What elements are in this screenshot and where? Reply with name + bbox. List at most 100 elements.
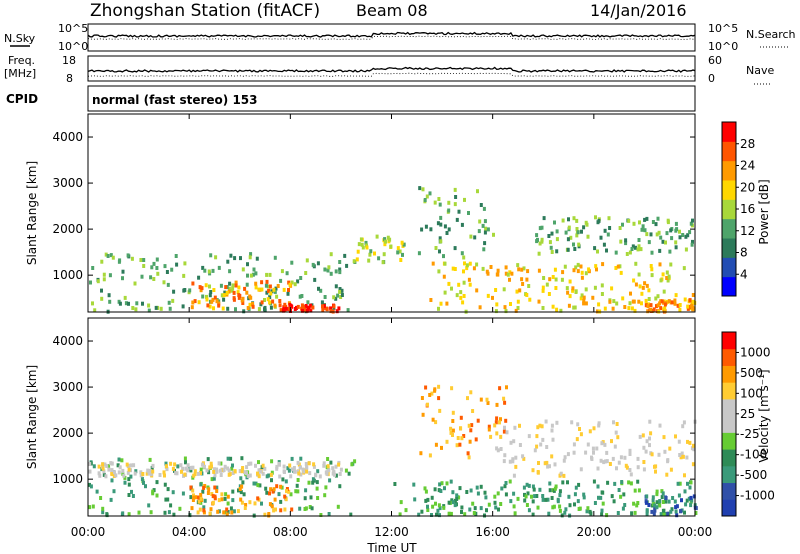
heatmap-cell [338,267,342,272]
heatmap-cell [117,470,121,475]
heatmap-cell [388,237,392,242]
heatmap-cell [650,509,654,514]
heatmap-cell [232,296,236,301]
heatmap-cell [462,434,466,438]
heatmap-cell [467,455,471,460]
heatmap-cell [460,251,464,256]
heatmap-cell [166,487,170,492]
y-tick-label: 3000 [52,380,83,394]
heatmap-cell [506,272,510,277]
heatmap-cell [646,304,650,309]
heatmap-cell [237,488,240,493]
heatmap-cell [428,393,432,397]
heatmap-cell [399,500,403,505]
heatmap-cell [393,482,397,486]
heatmap-cell [671,496,675,500]
heatmap-cell [629,481,633,486]
heatmap-cell [168,306,172,311]
heatmap-cell [538,423,542,428]
heatmap-cell [287,280,291,285]
colorbar-tick-label: 16 [740,202,755,216]
heatmap-cell [439,215,443,220]
heatmap-cell [338,472,342,476]
heatmap-cell [127,482,131,487]
heatmap-cell [434,442,438,447]
heatmap-cell [200,462,204,467]
heatmap-cell [545,282,549,287]
heatmap-cell [345,263,349,268]
heatmap-cell [461,300,465,305]
heatmap-cell [275,464,279,469]
heatmap-cell [226,494,230,499]
heatmap-cell [463,261,466,266]
heatmap-cell [603,306,607,311]
heatmap-cell [595,446,599,451]
heatmap-cell [165,270,169,274]
heatmap-cell [299,465,302,470]
heatmap-cell [577,482,581,487]
heatmap-cell [312,462,316,467]
heatmap-cell [215,469,219,474]
heatmap-cell [249,461,253,466]
heatmap-cell [223,464,227,469]
heatmap-cell [605,450,609,455]
heatmap-cell [508,479,512,484]
heatmap-cell [261,471,265,476]
heatmap-cell [109,253,113,258]
heatmap-cell [191,498,195,502]
heatmap-cell [237,295,241,300]
heatmap-cell [658,499,662,503]
colorbar-tick-label: 100 [740,386,763,400]
heatmap-cell [551,275,555,279]
heatmap-cell [686,481,689,486]
heatmap-cell [276,284,280,288]
heatmap-cell [546,464,550,469]
heatmap-cell [307,480,311,485]
heatmap-cell [337,306,341,311]
heatmap-cell [655,492,659,497]
heatmap-cell [494,420,498,425]
heatmap-cell [221,306,225,311]
heatmap-cell [205,294,208,299]
heatmap-cell [180,469,183,474]
heatmap-cell [502,429,506,434]
heatmap-cell [231,498,235,503]
power-y-ticks: 1000 2000 3000 4000 [52,130,695,282]
heatmap-cell [254,285,258,290]
heatmap-cell [563,455,567,460]
heatmap-cell [642,467,646,472]
heatmap-cell [572,242,575,247]
heatmap-cell [105,512,109,517]
heatmap-cell [574,289,578,294]
heatmap-cell [518,288,522,293]
heatmap-cell [473,235,477,240]
heatmap-cell [584,287,588,292]
heatmap-cell [657,230,661,235]
heatmap-cell [308,505,312,509]
heatmap-cell [121,468,125,473]
heatmap-cell [642,460,646,464]
heatmap-cell [423,486,427,491]
heatmap-cell [688,440,692,445]
heatmap-cell [327,265,331,270]
heatmap-cell [203,498,207,503]
heatmap-cell [152,277,156,281]
heatmap-cell [424,498,428,503]
heatmap-cell [155,266,159,270]
colorbar-swatch [722,449,736,467]
heatmap-cell [689,480,693,485]
heatmap-cell [289,303,293,308]
heatmap-cell [597,421,601,426]
heatmap-cell [632,221,636,226]
heatmap-cell [132,463,136,468]
heatmap-cell [636,456,640,461]
heatmap-cell [667,299,671,304]
heatmap-cell [658,503,662,508]
heatmap-cell [669,228,673,233]
heatmap-cell [181,491,185,496]
heatmap-cell [677,439,681,444]
heatmap-cell [486,401,490,405]
heatmap-cell [628,452,632,456]
heatmap-cell [268,295,272,300]
heatmap-cell [468,261,472,266]
